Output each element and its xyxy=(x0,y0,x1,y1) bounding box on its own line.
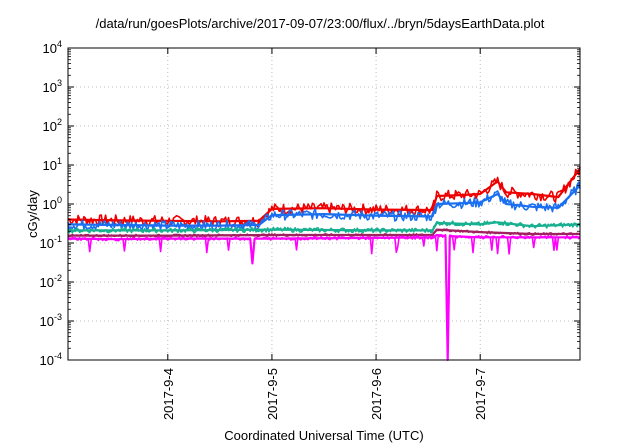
y-tick-label: 10-3 xyxy=(40,312,62,329)
x-tick-label: 2017-9-7 xyxy=(473,368,488,420)
series-anchor-line xyxy=(67,233,580,362)
series-anchor-line xyxy=(68,228,580,237)
y-axis-label: cGy/day xyxy=(25,190,40,238)
y-tick-label: 10-1 xyxy=(40,234,62,251)
series-anchor-line xyxy=(68,221,581,232)
y-tick-label: 102 xyxy=(43,117,62,134)
chart-title: /data/run/goesPlots/archive/2017-09-07/2… xyxy=(95,16,545,31)
y-tick-label: 100 xyxy=(43,195,62,212)
series-line xyxy=(67,220,581,234)
x-tick-label: 2017-9-4 xyxy=(161,368,176,420)
x-tick-label: 2017-9-6 xyxy=(369,368,384,420)
y-tick-label: 10-2 xyxy=(40,273,62,290)
series-anchor-line xyxy=(67,184,581,227)
y-tick-label: 104 xyxy=(43,39,62,56)
series-anchor-line xyxy=(67,168,581,223)
series-line xyxy=(67,233,581,320)
y-tick-label: 10-4 xyxy=(40,351,62,368)
series-line xyxy=(67,166,581,228)
y-tick-label: 101 xyxy=(43,156,62,173)
y-tick-label: 103 xyxy=(43,78,62,95)
x-axis-label: Coordinated Universal Time (UTC) xyxy=(224,428,424,443)
x-tick-label: 2017-9-5 xyxy=(265,368,280,420)
